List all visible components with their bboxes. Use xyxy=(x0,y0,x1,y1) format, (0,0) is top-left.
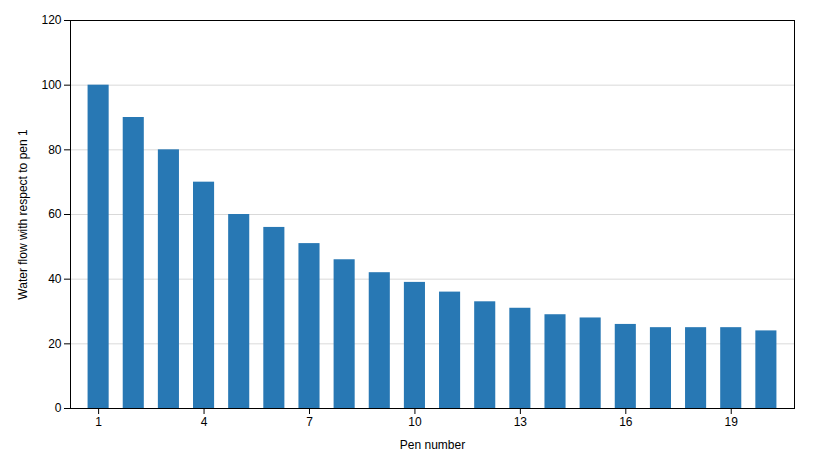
svg-text:120: 120 xyxy=(41,13,61,27)
svg-text:7: 7 xyxy=(306,415,313,429)
svg-text:80: 80 xyxy=(48,143,62,157)
svg-text:13: 13 xyxy=(514,415,528,429)
svg-text:10: 10 xyxy=(408,415,422,429)
svg-text:40: 40 xyxy=(48,272,62,286)
svg-text:20: 20 xyxy=(48,337,62,351)
svg-text:0: 0 xyxy=(55,401,62,415)
svg-text:100: 100 xyxy=(41,78,61,92)
svg-text:4: 4 xyxy=(201,415,208,429)
svg-text:60: 60 xyxy=(48,207,62,221)
svg-text:19: 19 xyxy=(725,415,739,429)
svg-text:16: 16 xyxy=(619,415,633,429)
svg-text:1: 1 xyxy=(95,415,102,429)
svg-text:Water flow with respect to pen: Water flow with respect to pen 1 xyxy=(16,129,30,300)
svg-text:Pen number: Pen number xyxy=(400,438,465,452)
